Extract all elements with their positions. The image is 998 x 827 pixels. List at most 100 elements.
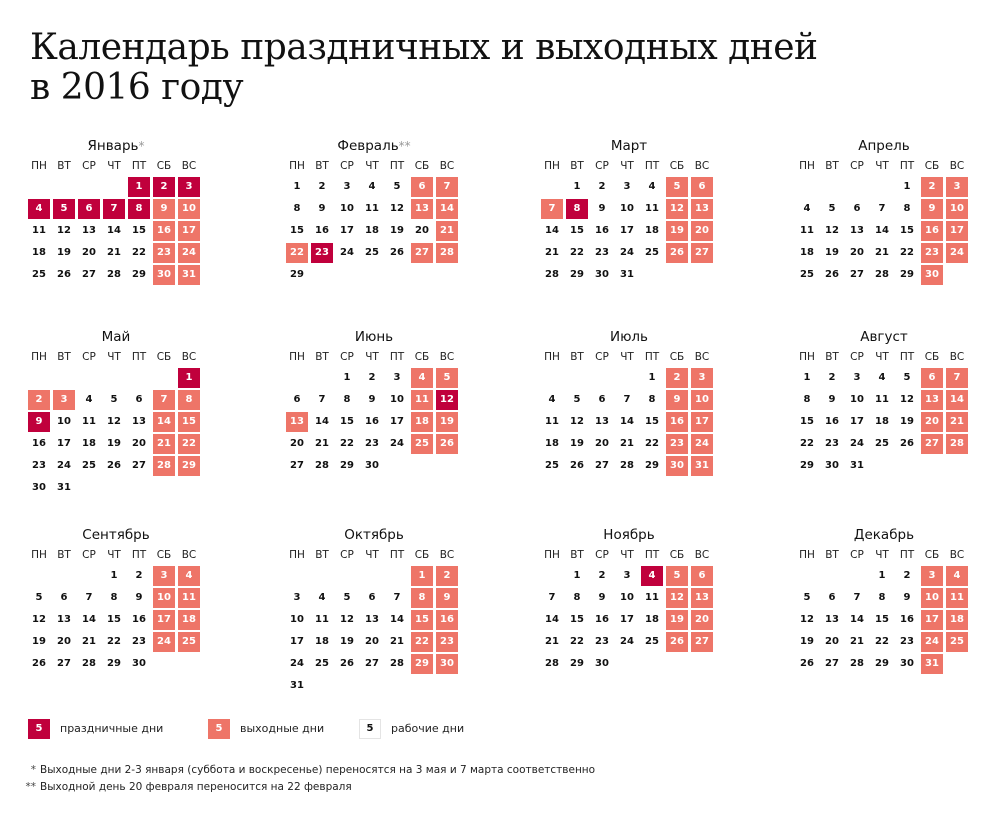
weekday-label: СБ <box>414 160 430 172</box>
day-cell-workday: 26 <box>340 658 354 669</box>
footnote-mark: * <box>138 139 145 153</box>
day-cell-holiday: 23 <box>311 243 333 263</box>
weekday-label: ЧТ <box>875 351 889 363</box>
day-cell-workday: 30 <box>365 460 379 471</box>
day-cell-weekend: 9 <box>436 588 458 608</box>
day-cell-workday: 20 <box>132 438 146 449</box>
day-cell-weekend: 5 <box>666 566 688 586</box>
day-cell-workday: 2 <box>598 181 606 192</box>
day-cell-workday: 25 <box>32 269 46 280</box>
month-name-text: Сентябрь <box>82 527 150 543</box>
day-cell-workday: 13 <box>850 225 864 236</box>
day-cell-workday: 21 <box>850 636 864 647</box>
day-cell-weekend: 21 <box>946 412 968 432</box>
day-cell-workday: 10 <box>620 592 634 603</box>
day-cell-workday: 11 <box>645 592 659 603</box>
day-cell-weekend: 28 <box>946 434 968 454</box>
day-cell-workday: 6 <box>598 394 606 405</box>
day-cell-weekend: 9 <box>153 199 175 219</box>
day-cell-workday: 14 <box>390 614 404 625</box>
weekday-label: ПТ <box>644 160 660 172</box>
day-cell-weekend: 11 <box>411 390 433 410</box>
day-cell-workday: 23 <box>595 636 609 647</box>
day-cell-workday: 28 <box>390 658 404 669</box>
day-cell-workday: 17 <box>340 225 354 236</box>
weekday-label: ВТ <box>570 351 584 363</box>
day-cell-workday: 15 <box>570 614 584 625</box>
day-cell-workday: 7 <box>318 394 326 405</box>
footnote-text: Выходные дни 2-3 января (суббота и воскр… <box>40 764 596 776</box>
weekday-label: СБ <box>669 160 685 172</box>
day-cell-weekend: 15 <box>411 610 433 630</box>
day-cell-workday: 17 <box>57 438 71 449</box>
day-cell-weekend: 9 <box>921 199 943 219</box>
day-cell-weekend: 28 <box>153 456 175 476</box>
day-cell-weekend: 13 <box>921 390 943 410</box>
day-cell-workday: 17 <box>850 416 864 427</box>
month-name-text: Ноябрь <box>603 527 655 543</box>
day-cell-weekend: 22 <box>286 243 308 263</box>
day-cell-weekend: 7 <box>153 390 175 410</box>
day-cell-workday: 17 <box>620 225 634 236</box>
day-cell-weekend: 27 <box>411 243 433 263</box>
day-cell-weekend: 24 <box>691 434 713 454</box>
day-cell-weekend: 12 <box>666 199 688 219</box>
day-cell-workday: 18 <box>645 225 659 236</box>
day-cell-workday: 18 <box>645 614 659 625</box>
day-cell-weekend: 3 <box>53 390 75 410</box>
day-cell-weekend: 18 <box>178 610 200 630</box>
day-cell-workday: 1 <box>803 372 811 383</box>
day-cell-weekend: 13 <box>411 199 433 219</box>
day-cell-workday: 12 <box>825 225 839 236</box>
day-cell-workday: 3 <box>393 372 401 383</box>
day-cell-weekend: 26 <box>666 243 688 263</box>
day-cell-workday: 2 <box>828 372 836 383</box>
day-cell-workday: 29 <box>570 269 584 280</box>
day-cell-workday: 24 <box>340 247 354 258</box>
day-cell-workday: 22 <box>800 438 814 449</box>
weekday-label: ВС <box>694 351 710 363</box>
day-cell-weekend: 30 <box>921 265 943 285</box>
weekday-label: ПТ <box>389 351 405 363</box>
day-cell-workday: 9 <box>828 394 836 405</box>
day-cell-weekend: 17 <box>691 412 713 432</box>
weekday-label: ПН <box>31 549 47 561</box>
day-cell-workday: 31 <box>290 680 304 691</box>
day-cell-weekend: 17 <box>921 610 943 630</box>
day-cell-weekend: 10 <box>153 588 175 608</box>
day-cell-workday: 29 <box>132 269 146 280</box>
day-cell-workday: 13 <box>595 416 609 427</box>
day-cell-workday: 15 <box>800 416 814 427</box>
month-name-text: Май <box>101 329 131 345</box>
day-cell-workday: 7 <box>393 592 401 603</box>
weekday-label: ПТ <box>644 351 660 363</box>
day-cell-weekend: 8 <box>178 390 200 410</box>
day-cell-workday: 10 <box>390 394 404 405</box>
day-cell-workday: 30 <box>132 658 146 669</box>
day-cell-workday: 16 <box>365 416 379 427</box>
day-cell-weekend: 24 <box>921 632 943 652</box>
day-cell-workday: 1 <box>293 181 301 192</box>
weekday-label: ВС <box>181 549 197 561</box>
weekday-label: ПТ <box>131 160 147 172</box>
day-cell-workday: 14 <box>545 614 559 625</box>
weekday-label: СР <box>82 160 96 172</box>
weekday-label: СБ <box>156 160 172 172</box>
day-cell-weekend: 19 <box>666 610 688 630</box>
day-cell-workday: 1 <box>573 181 581 192</box>
day-cell-workday: 22 <box>132 247 146 258</box>
day-cell-workday: 20 <box>825 636 839 647</box>
weekday-label: СБ <box>924 549 940 561</box>
weekday-label: СР <box>82 549 96 561</box>
month-name: Ноябрь <box>541 526 717 544</box>
weekday-label: СР <box>82 351 96 363</box>
day-cell-workday: 26 <box>107 460 121 471</box>
day-cell-weekend: 3 <box>691 368 713 388</box>
day-cell-workday: 23 <box>132 636 146 647</box>
day-cell-weekend: 22 <box>411 632 433 652</box>
legend-label: выходные дни <box>240 722 325 735</box>
day-cell-workday: 8 <box>573 592 581 603</box>
day-cell-workday: 19 <box>900 416 914 427</box>
day-cell-workday: 28 <box>850 658 864 669</box>
day-cell-workday: 27 <box>290 460 304 471</box>
